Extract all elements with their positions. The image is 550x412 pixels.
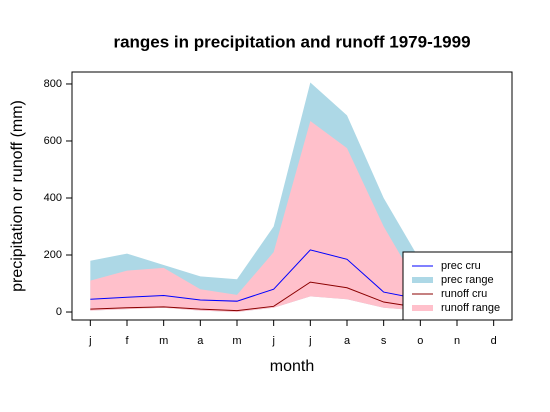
legend-label: prec range <box>441 274 494 286</box>
x-tick-label: j <box>271 335 274 347</box>
x-tick-label: m <box>159 335 168 347</box>
legend-label: prec cru <box>441 260 481 272</box>
x-tick-label: j <box>308 335 311 347</box>
x-axis-label: month <box>270 358 314 375</box>
x-tick-label: s <box>381 335 387 347</box>
y-tick-label: 400 <box>44 192 62 204</box>
x-tick-label: a <box>344 335 351 347</box>
y-tick-label: 0 <box>56 306 62 318</box>
range-band <box>90 121 494 313</box>
y-tick-label: 600 <box>44 135 62 147</box>
plot-frame <box>71 71 513 321</box>
x-tick-label: d <box>491 335 497 347</box>
legend-label: runoff range <box>441 302 500 314</box>
y-axis-label: precipitation or runoff (mm) <box>9 100 26 292</box>
y-tick-label: 200 <box>44 249 62 261</box>
legend: prec cru prec range runoff cru runoff range <box>402 251 513 321</box>
x-tick-label: m <box>232 335 241 347</box>
chart-title: ranges in precipitation and runoff 1979-… <box>113 32 470 51</box>
x-tick-label: j <box>88 335 91 347</box>
x-tick-label: n <box>454 335 460 347</box>
legend-label: runoff cru <box>441 288 487 300</box>
x-tick-label: o <box>417 335 423 347</box>
x-tick-label: f <box>125 335 129 347</box>
x-tick-label: a <box>197 335 204 347</box>
y-tick-label: 800 <box>44 78 62 90</box>
